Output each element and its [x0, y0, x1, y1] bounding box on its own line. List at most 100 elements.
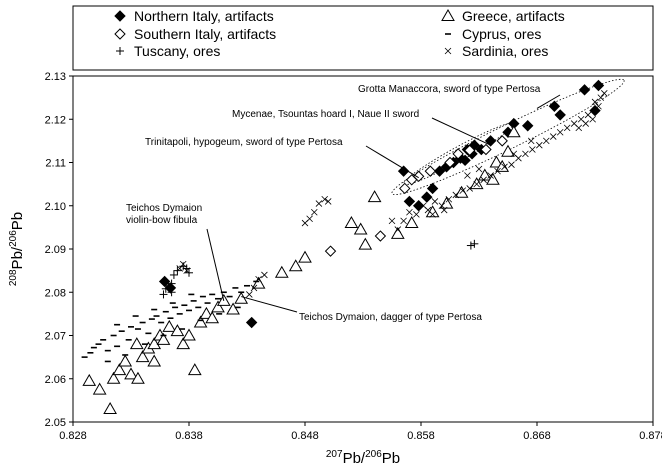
data-point [480, 176, 487, 184]
data-point [124, 367, 138, 380]
series-0 [158, 79, 605, 329]
data-point [508, 161, 515, 168]
y-tick-label: 2.07 [45, 331, 66, 343]
y-tick-label: 2.06 [45, 374, 66, 386]
data-point [404, 216, 419, 229]
annotation-label: Mycenae, Tsountas hoard I, Naue II sword [232, 109, 419, 120]
data-point [445, 195, 453, 203]
data-point [234, 291, 249, 304]
data-point [176, 265, 184, 272]
data-point [527, 137, 535, 145]
data-point [438, 202, 446, 210]
data-point [183, 267, 190, 274]
data-point [159, 290, 168, 299]
data-point [388, 217, 396, 225]
data-point [470, 239, 479, 248]
data-point [274, 265, 289, 278]
data-point [592, 79, 605, 92]
data-point [226, 302, 240, 315]
data-point [390, 226, 405, 239]
data-point [597, 94, 605, 101]
data-point [251, 276, 266, 289]
data-point [440, 206, 448, 214]
annotation: Grotta Manaccora, sword of type Pertosa [358, 84, 561, 109]
data-point [324, 245, 337, 257]
data-point [477, 168, 492, 181]
data-point [147, 337, 162, 350]
y-tick-label: 2.09 [45, 244, 66, 256]
legend-marker [114, 10, 126, 22]
data-point [589, 104, 601, 117]
series-1 [324, 135, 508, 257]
data-point [421, 191, 433, 203]
data-point [452, 191, 460, 199]
data-point [459, 154, 471, 167]
data-point [397, 165, 410, 177]
data-point [167, 279, 176, 288]
data-point [298, 250, 312, 263]
data-point [510, 150, 518, 158]
legend-label: Cyprus, ores [462, 26, 541, 42]
data-point [591, 98, 599, 106]
x-tick-label: 0.848 [291, 430, 319, 442]
data-point [246, 291, 253, 298]
data-points [81, 79, 608, 415]
data-point [403, 195, 416, 208]
data-point [176, 337, 191, 350]
data-point [324, 198, 332, 205]
x-tick-label: 0.878 [639, 430, 662, 442]
data-point [156, 332, 171, 345]
data-point [167, 288, 176, 297]
data-point [374, 230, 387, 242]
data-point [199, 306, 214, 319]
axis-ticks: 0.828 0.838 0.848 0.858 0.868 0.878 2.05 2.06 2.… [45, 71, 662, 442]
x-tick-label: 0.858 [407, 430, 435, 442]
data-point [261, 271, 268, 279]
data-point [429, 211, 436, 218]
y-tick-label: 2.10 [45, 201, 66, 213]
annotation-label: Teichos Dymaion, dagger of type Pertosa [299, 312, 482, 323]
legend-marker [116, 47, 124, 55]
data-point [112, 363, 127, 376]
data-point [162, 319, 177, 332]
data-point [315, 200, 323, 207]
data-point [475, 165, 483, 173]
data-point [494, 167, 501, 175]
data-point [489, 155, 504, 168]
y-tick-label: 2.13 [45, 71, 66, 83]
data-point [106, 371, 121, 384]
data-point [92, 382, 107, 395]
data-point [480, 143, 492, 156]
series-2 [159, 239, 479, 299]
data-point [452, 148, 464, 160]
data-point [548, 100, 561, 112]
data-point [542, 137, 550, 145]
data-point [131, 371, 145, 384]
outer-ellipse [391, 78, 625, 196]
legend-label: Northern Italy, artifacts [134, 8, 274, 24]
data-point [501, 163, 508, 171]
series-4 [81, 280, 260, 363]
annotation: Trinitapoli, hypogeum, sword of type Per… [145, 137, 419, 179]
data-point [536, 141, 543, 149]
data-point [529, 146, 536, 153]
legend-marker [114, 28, 126, 40]
data-point [522, 150, 529, 158]
data-point [464, 144, 476, 157]
data-point [179, 260, 187, 268]
data-point [575, 124, 583, 132]
series-3 [82, 125, 521, 415]
series-5 [176, 90, 608, 298]
data-point [406, 208, 413, 216]
data-point [522, 120, 534, 132]
annotation-label: Grotta Manaccora, sword of type Pertosa [358, 84, 541, 95]
data-point [464, 172, 471, 179]
data-point [473, 180, 480, 188]
data-point [135, 350, 150, 363]
data-point [506, 125, 521, 138]
annotation-label: Teichos Dymaion [126, 203, 202, 214]
data-point [164, 281, 173, 290]
data-point [118, 354, 133, 367]
y-tick-label: 2.12 [45, 114, 66, 126]
